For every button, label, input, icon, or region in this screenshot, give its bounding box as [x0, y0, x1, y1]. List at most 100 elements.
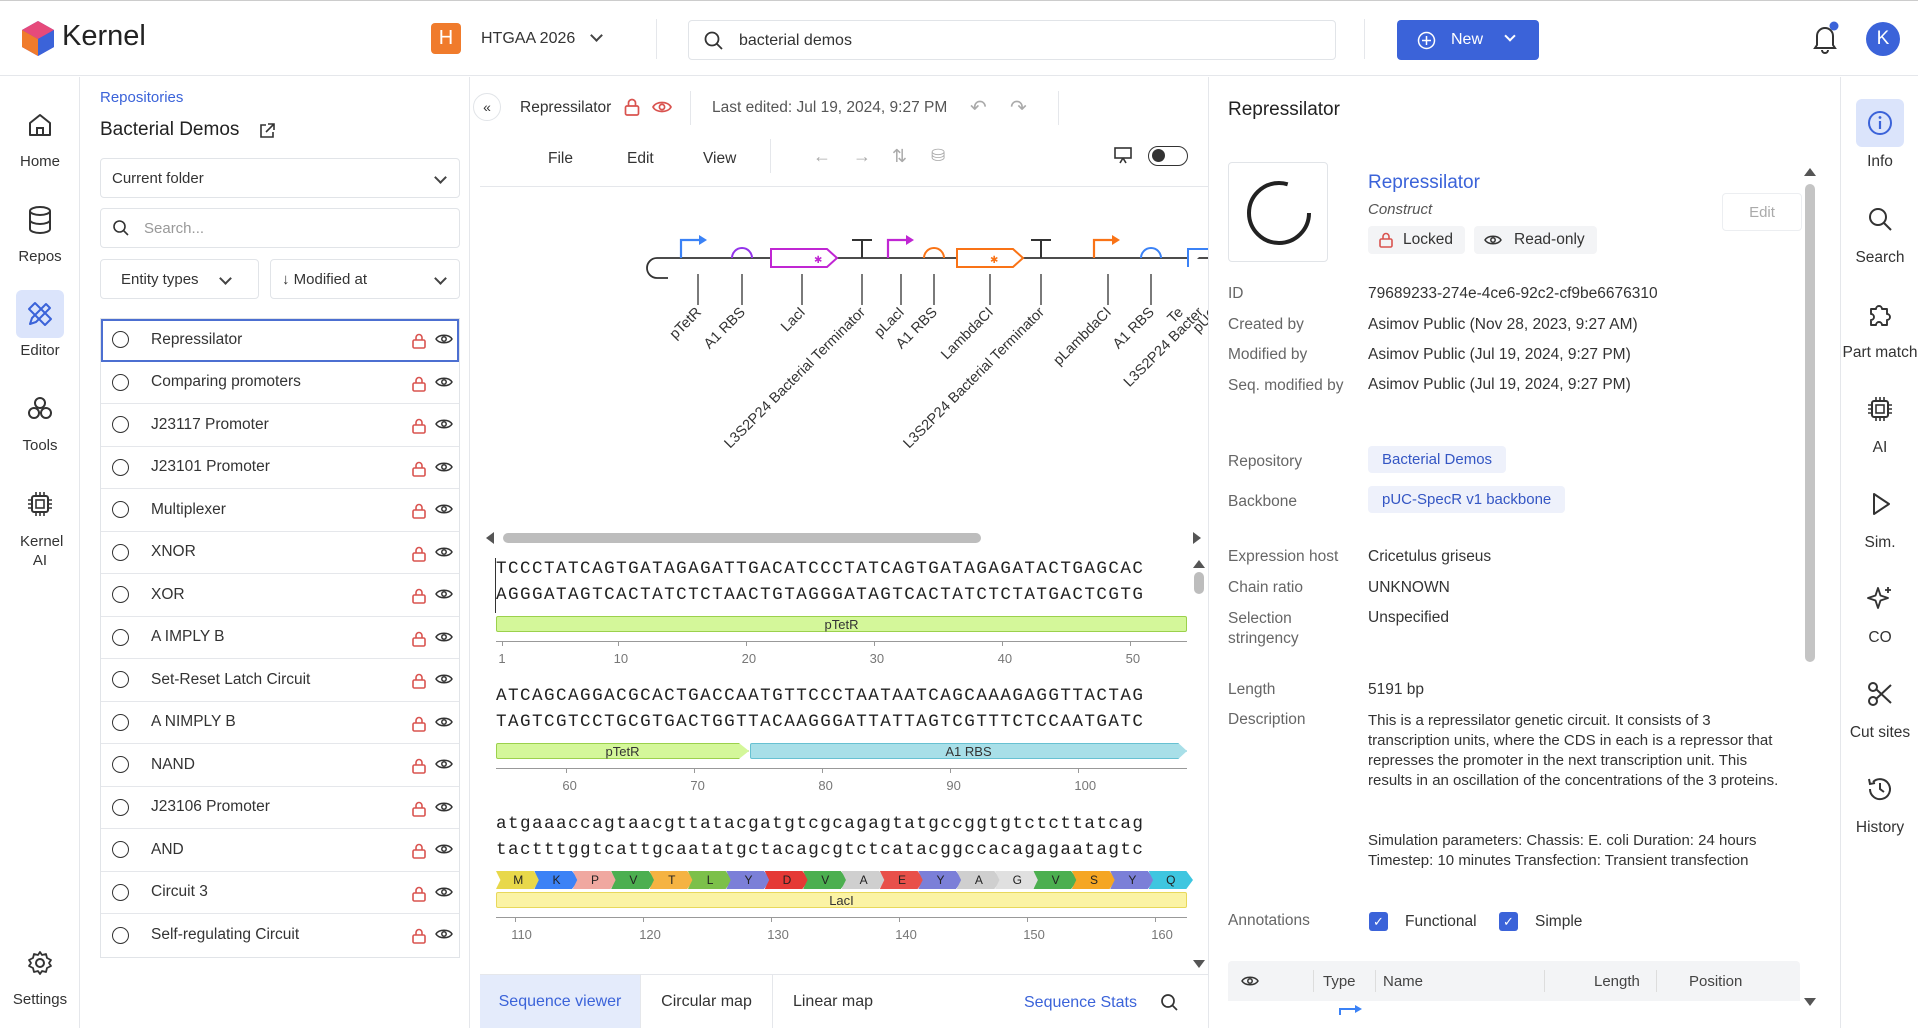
rbs-glyph[interactable]: [1140, 247, 1162, 259]
eye-icon[interactable]: [435, 928, 453, 940]
nav-home[interactable]: Home: [0, 101, 80, 170]
rnav-sim[interactable]: Sim.: [1841, 480, 1918, 552]
nav-tools[interactable]: Tools: [0, 385, 80, 454]
eye-icon[interactable]: [435, 546, 453, 558]
eye-icon[interactable]: [435, 716, 453, 728]
workspace-name[interactable]: HTGAA 2026: [481, 30, 576, 47]
col-length[interactable]: Length: [1594, 973, 1640, 990]
seq-bottom-strand[interactable]: tactttggtcattgcaatatgctacagcgtctcatacggc…: [496, 840, 1145, 860]
new-button[interactable]: New: [1397, 20, 1539, 60]
file-search-input[interactable]: Search...: [144, 219, 205, 237]
functional-checkbox[interactable]: ✓: [1369, 912, 1388, 931]
arrow-left-icon[interactable]: ←: [813, 146, 831, 166]
eye-icon[interactable]: [435, 376, 453, 388]
file-list-item[interactable]: Self-regulating Circuit: [101, 914, 459, 957]
search-box[interactable]: bacterial demos: [688, 20, 1336, 60]
feature-label[interactable]: pTetR: [667, 305, 705, 343]
eye-icon[interactable]: [435, 333, 453, 345]
annotation-a1-rbs[interactable]: A1 RBS: [750, 743, 1187, 759]
amino-acid[interactable]: V: [1033, 871, 1078, 889]
amino-acid[interactable]: P: [572, 871, 618, 889]
swap-strands-icon[interactable]: ⇅: [892, 146, 908, 166]
view-toggle[interactable]: [1148, 146, 1188, 166]
entity-type-filter[interactable]: Entity types: [100, 259, 259, 299]
amino-acid[interactable]: T: [649, 871, 694, 889]
file-list-item[interactable]: Set-Reset Latch Circuit: [101, 659, 459, 702]
amino-acid[interactable]: Y: [1110, 871, 1155, 889]
seq-bottom-strand[interactable]: AGGGATAGTCACTATCTCTAACTGTAGGGATAGTCACTAT…: [496, 585, 1145, 605]
amino-acid[interactable]: E: [879, 871, 925, 889]
amino-acid[interactable]: Q: [1148, 871, 1193, 889]
paint-bucket-icon[interactable]: ⛁: [931, 146, 946, 165]
rnav-ai[interactable]: AI: [1841, 385, 1918, 457]
feature-label[interactable]: pLambdaCI: [1051, 305, 1115, 369]
promoter-placi-glyph[interactable]: [886, 235, 914, 258]
amino-acid[interactable]: M: [496, 871, 541, 889]
eye-icon[interactable]: [435, 673, 453, 685]
viewer-scroll-up[interactable]: [1193, 560, 1205, 568]
rnav-cut-sites[interactable]: Cut sites: [1841, 670, 1918, 742]
collapse-panel-button[interactable]: «: [473, 93, 501, 121]
viewer-scroll-down[interactable]: [1193, 960, 1205, 968]
terminator-glyph[interactable]: [852, 239, 872, 258]
user-avatar[interactable]: K: [1866, 22, 1900, 56]
amino-acid[interactable]: V: [611, 871, 656, 889]
menu-file[interactable]: File: [548, 150, 573, 167]
repository-chip[interactable]: Bacterial Demos: [1368, 446, 1507, 473]
folder-select[interactable]: Current folder: [100, 158, 460, 198]
amino-acid[interactable]: Y: [918, 871, 963, 889]
rnav-part-match[interactable]: Part match: [1841, 290, 1918, 362]
file-list-item[interactable]: A IMPLY B: [101, 617, 459, 659]
file-list-item[interactable]: XOR: [101, 574, 459, 617]
menu-edit[interactable]: Edit: [627, 150, 654, 167]
file-list-item[interactable]: J23101 Promoter: [101, 447, 459, 489]
col-position[interactable]: Position: [1689, 973, 1743, 990]
promoter-plambdaci-glyph[interactable]: [1092, 235, 1120, 258]
external-link-icon[interactable]: [258, 122, 276, 140]
amino-acid[interactable]: V: [803, 871, 848, 889]
construct-name-link[interactable]: Repressilator: [1368, 172, 1480, 193]
eye-icon[interactable]: [435, 588, 453, 600]
col-name[interactable]: Name: [1383, 973, 1424, 990]
file-list-item[interactable]: NAND: [101, 744, 459, 787]
terminator-glyph[interactable]: [1031, 239, 1051, 258]
presentation-icon[interactable]: [1113, 146, 1133, 164]
amino-acid[interactable]: L: [687, 871, 733, 889]
annotation-ptetr[interactable]: pTetR: [496, 616, 1187, 632]
sort-select[interactable]: ↓ Modified at: [270, 259, 460, 299]
workspace-avatar[interactable]: H: [431, 23, 461, 54]
kernel-logo-icon[interactable]: [20, 19, 56, 57]
simple-checkbox[interactable]: ✓: [1499, 912, 1518, 931]
cds-lambdaci-glyph[interactable]: [956, 248, 1025, 268]
tab-circular-map[interactable]: Circular map: [641, 975, 773, 1028]
breadcrumb[interactable]: Repositories: [100, 89, 184, 106]
undo-icon[interactable]: ↶: [970, 97, 987, 119]
info-scroll-down[interactable]: [1804, 998, 1816, 1006]
file-list-item[interactable]: XNOR: [101, 532, 459, 574]
eye-icon[interactable]: [435, 418, 453, 430]
search-icon[interactable]: [1160, 993, 1179, 1012]
info-scrollbar-thumb[interactable]: [1805, 184, 1815, 662]
annotation-ptetr[interactable]: pTetR: [496, 743, 749, 759]
col-type[interactable]: Type: [1323, 973, 1356, 990]
info-scroll-up[interactable]: [1804, 168, 1816, 176]
seq-top-strand[interactable]: ATCAGCAGGACGCACTGACCAATGTTCCCTAATAATCAGC…: [496, 686, 1145, 706]
seq-bottom-strand[interactable]: TAGTCGTCCTGCGTGACTGGTTACAAGGGATTATTAGTCG…: [496, 712, 1145, 732]
eye-icon[interactable]: [435, 801, 453, 813]
amino-acid[interactable]: S: [1071, 871, 1117, 889]
viewer-scrollbar-thumb[interactable]: [1194, 572, 1204, 594]
amino-acid[interactable]: A: [841, 871, 886, 889]
file-search[interactable]: Search...: [100, 208, 460, 248]
eye-icon[interactable]: [435, 886, 453, 898]
eye-icon[interactable]: [435, 758, 453, 770]
cds-laci-glyph[interactable]: [770, 248, 839, 268]
eye-icon[interactable]: [435, 461, 453, 473]
nav-settings[interactable]: Settings: [0, 939, 80, 1008]
seq-top-strand[interactable]: atgaaaccagtaacgttatacgatgtcgcagagtatgccg…: [496, 814, 1145, 834]
rnav-info[interactable]: Info: [1841, 99, 1918, 171]
file-list-item[interactable]: Multiplexer: [101, 489, 459, 532]
file-list-item[interactable]: Comparing promoters: [101, 362, 459, 404]
feature-label[interactable]: A1 RBS: [1110, 305, 1158, 353]
feature-label[interactable]: A1 RBS: [701, 305, 749, 353]
eye-icon[interactable]: [435, 843, 453, 855]
